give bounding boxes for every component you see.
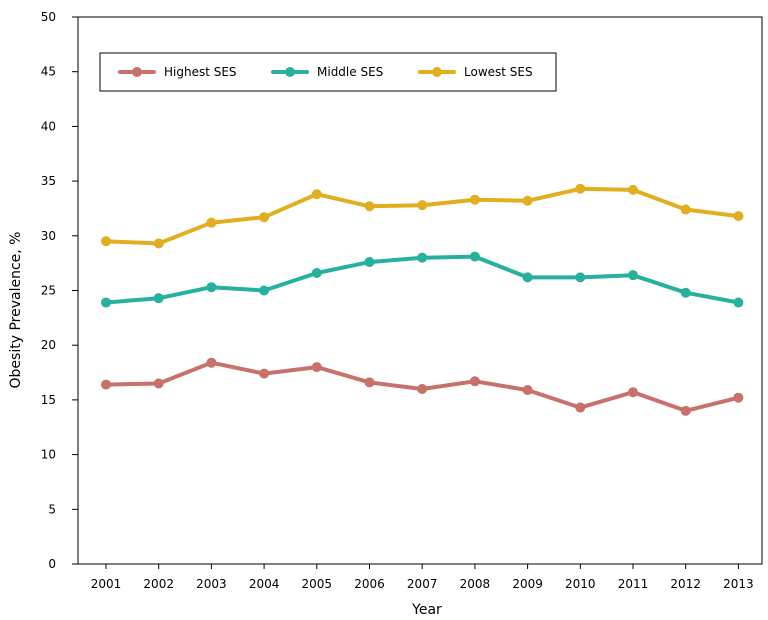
data-point <box>417 252 428 263</box>
data-point <box>311 189 322 200</box>
legend: Highest SES Middle SES Lowest SES <box>99 52 557 92</box>
x-tick-label: 2001 <box>91 577 122 591</box>
data-point <box>469 251 480 262</box>
data-point <box>364 201 375 212</box>
legend-item: Lowest SES <box>418 65 533 79</box>
data-point <box>259 212 270 223</box>
x-tick-label: 2009 <box>512 577 543 591</box>
x-tick-label: 2006 <box>354 577 385 591</box>
x-tick-label: 2007 <box>407 577 438 591</box>
legend-swatch-marker <box>285 67 295 77</box>
x-tick-label: 2008 <box>460 577 491 591</box>
x-tick-label: 2011 <box>618 577 649 591</box>
data-point <box>522 272 533 283</box>
data-point <box>417 383 428 394</box>
series-middle-ses <box>101 251 744 308</box>
y-tick-label: 45 <box>41 65 56 79</box>
x-tick-label: 2010 <box>565 577 596 591</box>
data-point <box>311 267 322 278</box>
y-tick-label: 30 <box>41 229 56 243</box>
plot-frame <box>77 16 763 565</box>
x-tick-label: 2013 <box>723 577 754 591</box>
data-point <box>469 194 480 205</box>
data-point <box>680 405 691 416</box>
data-point <box>628 270 638 281</box>
data-point <box>575 272 586 283</box>
legend-label: Highest SES <box>164 65 237 79</box>
y-tick-label: 35 <box>41 174 56 188</box>
legend-item: Highest SES <box>118 65 237 79</box>
x-tick-label: 2004 <box>249 577 280 591</box>
data-point <box>101 379 111 390</box>
legend-items: Highest SES Middle SES Lowest SES <box>118 65 533 79</box>
legend-item: Middle SES <box>271 65 383 79</box>
data-point <box>311 362 322 373</box>
data-point <box>206 282 217 293</box>
data-point <box>733 392 744 403</box>
data-point <box>259 368 270 379</box>
data-point <box>206 217 217 228</box>
legend-swatch-marker <box>432 67 442 77</box>
data-point <box>364 257 375 268</box>
data-point <box>206 357 217 368</box>
series-highest-ses <box>101 357 744 416</box>
x-tick-label: 2012 <box>670 577 701 591</box>
x-tick-label: 2005 <box>302 577 333 591</box>
data-point <box>364 377 375 388</box>
y-tick-label: 25 <box>41 284 56 298</box>
legend-swatch-marker <box>132 67 142 77</box>
data-point <box>680 287 691 298</box>
series-line <box>104 254 741 305</box>
y-axis-title: Obesity Prevalence, % <box>8 232 24 389</box>
series-lowest-ses <box>101 183 744 249</box>
y-tick-label: 15 <box>41 393 56 407</box>
data-point <box>575 402 586 413</box>
legend-label: Lowest SES <box>464 65 533 79</box>
y-axis-ticks: 0 5 10 15 20 25 30 35 40 45 50 <box>41 10 78 571</box>
y-tick-label: 40 <box>41 119 56 133</box>
data-point <box>417 200 428 211</box>
data-point <box>101 297 111 308</box>
x-axis-title: Year <box>411 602 442 618</box>
data-point <box>153 293 164 304</box>
data-point <box>628 387 638 398</box>
y-tick-label: 10 <box>41 448 56 462</box>
data-point <box>469 376 480 387</box>
y-tick-label: 5 <box>48 502 56 516</box>
y-tick-label: 0 <box>48 557 56 571</box>
data-point <box>153 238 164 249</box>
data-point <box>259 285 270 296</box>
data-point <box>153 378 164 389</box>
x-tick-label: 2002 <box>143 577 174 591</box>
x-axis-ticks: 2001 2002 2003 2004 2005 2006 2007 2008 2009 2010… <box>91 564 754 591</box>
data-point <box>680 204 691 215</box>
legend-label: Middle SES <box>317 65 383 79</box>
data-point <box>522 385 533 396</box>
series-layer <box>101 183 744 416</box>
y-tick-label: 20 <box>41 338 56 352</box>
y-tick-label: 50 <box>41 10 56 24</box>
x-tick-label: 2003 <box>196 577 227 591</box>
data-point <box>101 236 111 247</box>
data-point <box>522 195 533 206</box>
legend-box <box>99 52 557 92</box>
data-point <box>628 184 638 195</box>
data-point <box>733 211 744 222</box>
series-line <box>104 186 741 246</box>
data-point <box>575 183 586 194</box>
data-point <box>733 297 744 308</box>
